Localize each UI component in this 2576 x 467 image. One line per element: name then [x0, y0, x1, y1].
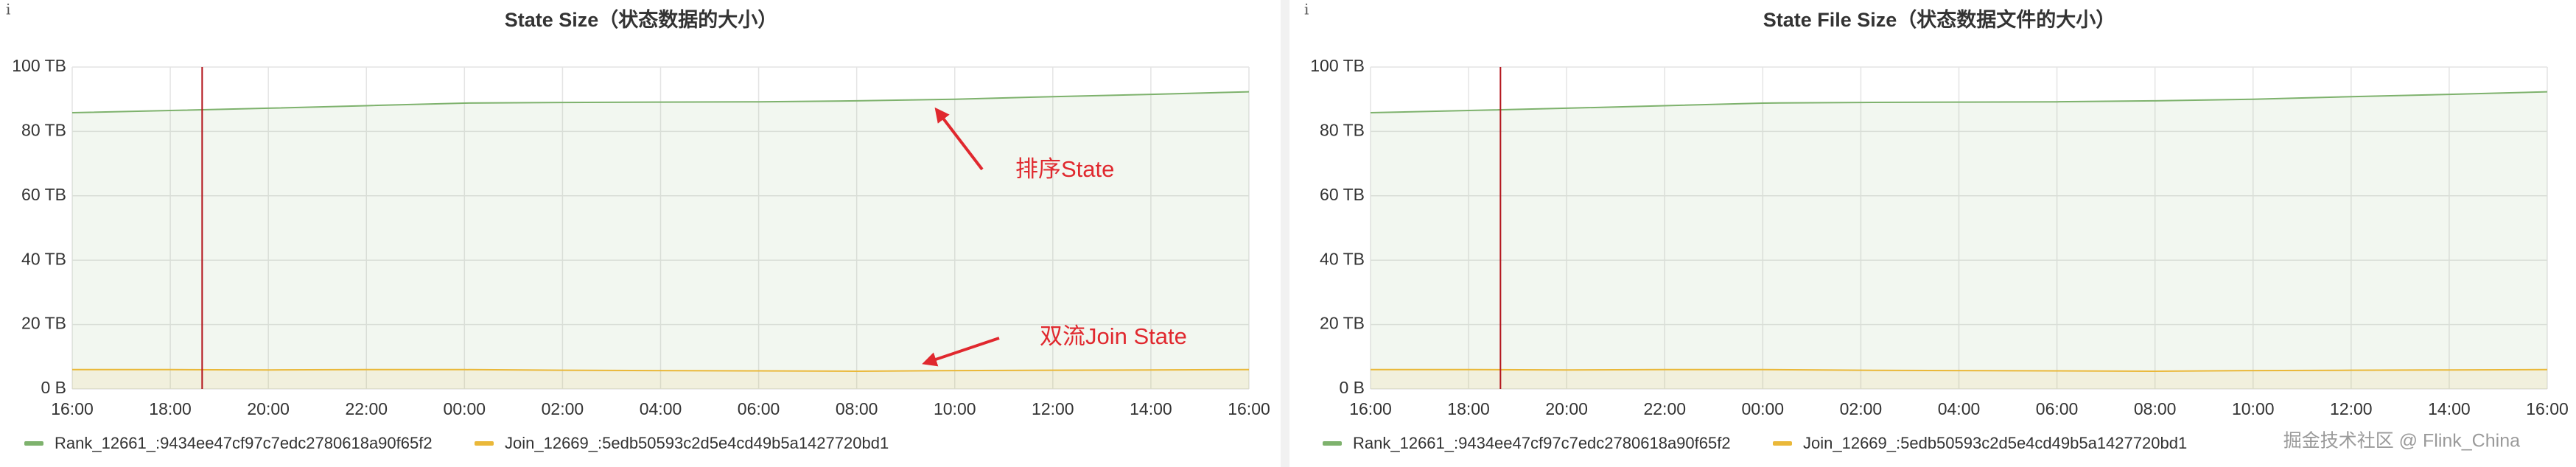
legend-swatch — [1773, 441, 1792, 446]
legend-label: Rank_12661_:9434ee47cf97c7edc2780618a90f… — [1353, 434, 1731, 452]
series-area — [1371, 91, 2547, 390]
x-tick-label: 02:00 — [542, 399, 584, 418]
x-tick-label: 14:00 — [2428, 399, 2471, 418]
series-area — [1371, 369, 2547, 389]
series-area — [72, 91, 1249, 390]
panel-separator — [1281, 0, 1289, 467]
annotation-arrow — [922, 337, 1000, 367]
y-tick-label: 60 TB — [21, 185, 66, 204]
x-tick-label: 10:00 — [2232, 399, 2275, 418]
x-tick-label: 22:00 — [345, 399, 388, 418]
x-tick-label: 14:00 — [1130, 399, 1172, 418]
info-icon: i — [1304, 1, 1309, 18]
series-line — [1370, 91, 2548, 114]
legend-swatch — [475, 441, 494, 446]
x-tick-label: 04:00 — [1938, 399, 1981, 418]
legend-label: Rank_12661_:9434ee47cf97c7edc2780618a90f… — [55, 434, 433, 452]
x-tick-label: 16:00 — [2526, 399, 2569, 418]
x-tick-label: 10:00 — [934, 399, 976, 418]
panel-title: State Size（状态数据的大小） — [505, 8, 778, 31]
x-tick-label: 00:00 — [444, 399, 486, 418]
y-tick-label: 100 TB — [1310, 56, 1365, 75]
x-tick-label: 16:00 — [51, 399, 94, 418]
x-tick-label: 12:00 — [2330, 399, 2373, 418]
watermark: 掘金技术社区 @ Flink_China — [2283, 431, 2520, 452]
x-tick-label: 18:00 — [1447, 399, 1490, 418]
x-tick-label: 12:00 — [1032, 399, 1074, 418]
x-tick-label: 06:00 — [2036, 399, 2079, 418]
y-tick-label: 20 TB — [21, 314, 66, 333]
y-tick-label: 80 TB — [21, 120, 66, 139]
info-icon: i — [6, 1, 10, 18]
y-tick-label: 100 TB — [12, 56, 66, 75]
x-tick-label: 18:00 — [149, 399, 192, 418]
x-tick-label: 20:00 — [247, 399, 290, 418]
x-tick-label: 06:00 — [738, 399, 780, 418]
x-tick-label: 04:00 — [640, 399, 682, 418]
x-tick-label: 16:00 — [1228, 399, 1270, 418]
y-tick-label: 40 TB — [1320, 249, 1365, 268]
annotation-text: 双流Join State — [1040, 323, 1187, 349]
series-line — [71, 91, 1250, 114]
x-tick-label: 02:00 — [1840, 399, 1883, 418]
x-tick-label: 22:00 — [1643, 399, 1686, 418]
series-line — [72, 368, 1250, 372]
y-tick-label: 20 TB — [1320, 314, 1365, 333]
y-tick-label: 40 TB — [21, 249, 66, 268]
y-tick-label: 80 TB — [1320, 120, 1365, 139]
annotation-text: 排序State — [1015, 156, 1114, 182]
legend-label: Join_12669_:5edb50593c2d5e4cd49b5a142772… — [1803, 434, 2187, 452]
y-tick-label: 0 B — [41, 378, 66, 397]
legend-swatch — [24, 441, 43, 446]
y-tick-label: 60 TB — [1320, 185, 1365, 204]
legend-label: Join_12669_:5edb50593c2d5e4cd49b5a142772… — [505, 434, 889, 452]
x-tick-label: 08:00 — [2134, 399, 2177, 418]
x-tick-label: 20:00 — [1545, 399, 1588, 418]
series-area — [72, 369, 1249, 389]
y-tick-label: 0 B — [1339, 378, 1365, 397]
x-tick-label: 16:00 — [1349, 399, 1392, 418]
panel-title: State File Size（状态数据文件的大小） — [1763, 8, 2116, 31]
series-line — [1371, 368, 2548, 372]
annotation-arrow — [934, 107, 984, 171]
x-tick-label: 00:00 — [1742, 399, 1785, 418]
legend-swatch — [1323, 441, 1342, 446]
x-tick-label: 08:00 — [836, 399, 878, 418]
